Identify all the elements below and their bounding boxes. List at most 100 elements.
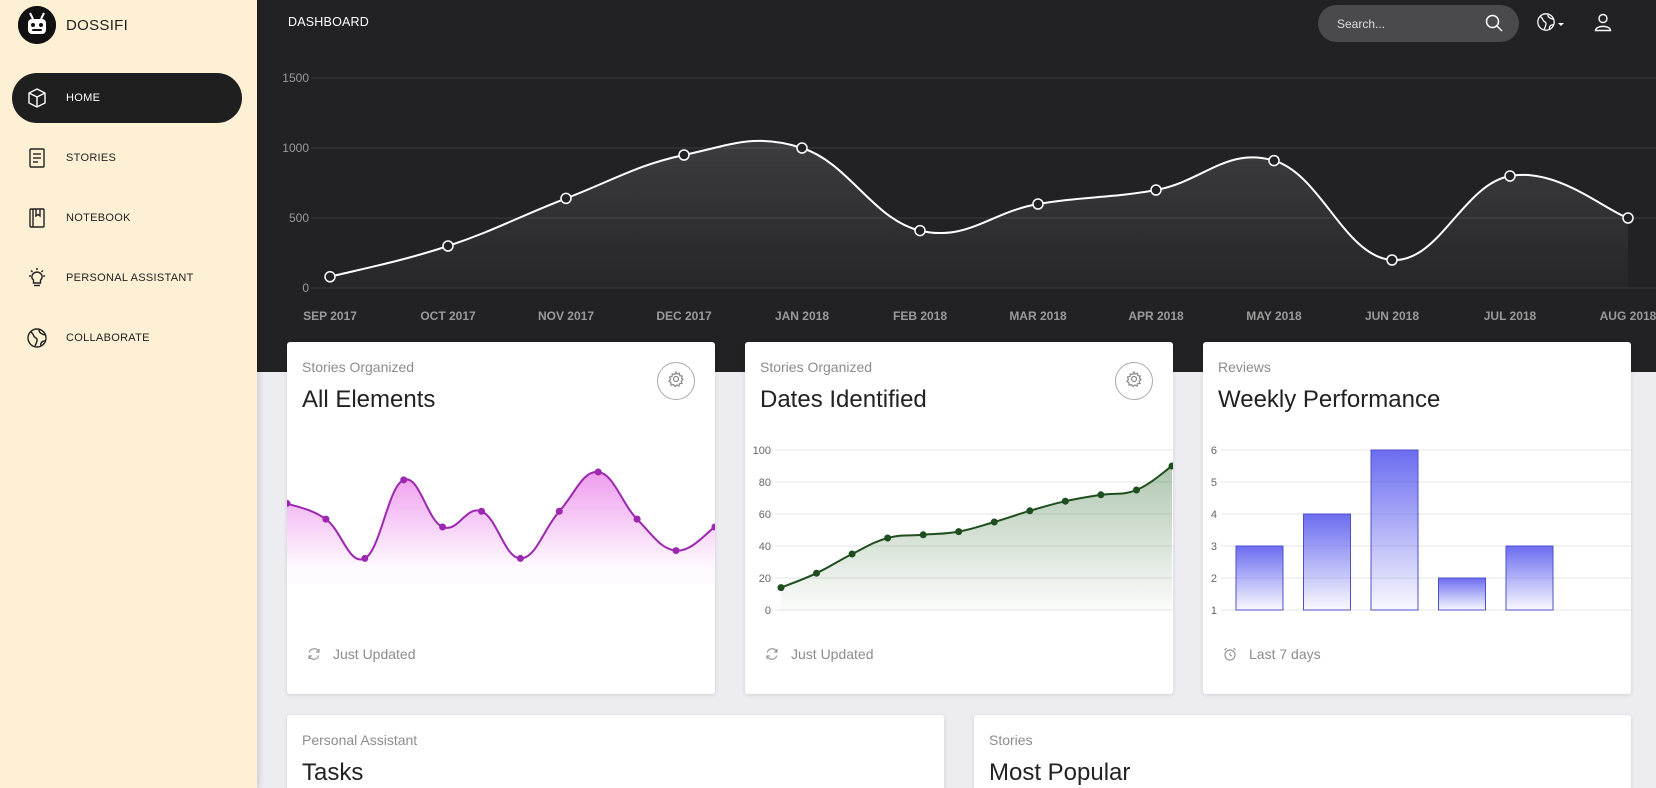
- y-tick-label: 500: [289, 211, 309, 225]
- card-footer: Just Updated: [307, 646, 416, 662]
- x-tick-label: DEC 2017: [656, 309, 712, 323]
- user-account-button[interactable]: [1593, 12, 1613, 37]
- all-elements-card: Stories Organized All Elements Just Upda…: [287, 342, 715, 694]
- card-footer: Last 7 days: [1223, 646, 1321, 662]
- x-tick-label: JUN 2018: [1365, 309, 1419, 323]
- data-point: [1026, 507, 1034, 515]
- sidebar-item-collaborate[interactable]: COLLABORATE: [12, 313, 242, 363]
- card-footer: Just Updated: [765, 646, 874, 662]
- data-point: [711, 523, 715, 531]
- card-title: Tasks: [302, 759, 364, 786]
- gear-icon: [1126, 370, 1142, 392]
- dates-identified-card: 0 20 40 60 80 100 Stories Organized Dates Ide…: [745, 342, 1173, 694]
- brand[interactable]: DOSSIFI: [18, 4, 128, 46]
- y-tick-label: 1000: [282, 141, 309, 155]
- data-point: [442, 240, 454, 252]
- data-point: [361, 554, 369, 562]
- x-tick-label: JAN 2018: [775, 309, 829, 323]
- user-icon: [1593, 13, 1613, 36]
- bar: [1303, 513, 1351, 611]
- data-point: [919, 531, 927, 539]
- y-tick-label: 60: [759, 509, 771, 521]
- bar: [1370, 449, 1419, 611]
- language-dropdown[interactable]: [1536, 12, 1566, 37]
- gear-icon: [668, 370, 684, 392]
- data-point: [478, 507, 485, 515]
- data-point: [796, 142, 808, 154]
- y-tick-label: 20: [759, 573, 771, 585]
- bar: [1505, 545, 1554, 611]
- data-point: [1032, 198, 1044, 210]
- globe-icon: [1536, 12, 1556, 37]
- sidebar-item-personal-assistant[interactable]: PERSONAL ASSISTANT: [12, 253, 242, 303]
- refresh-icon: [307, 646, 323, 662]
- data-point: [678, 149, 690, 161]
- data-point: [594, 468, 602, 476]
- data-point: [560, 192, 572, 205]
- series-line: [329, 139, 1629, 278]
- dashboard-hero: 0 500 1000 1500 SEP 2017 OCT 2017 NOV 2017 DEC …: [257, 0, 1656, 372]
- card-settings-button[interactable]: [657, 362, 695, 400]
- sidebar-item-notebook[interactable]: NOTEBOOK: [12, 193, 242, 243]
- footer-label: Last 7 days: [1249, 646, 1321, 662]
- data-point: [1061, 497, 1069, 505]
- globe-icon: [24, 325, 50, 351]
- cube-icon: [24, 85, 50, 111]
- series-area: [287, 471, 715, 584]
- sidebar-item-stories[interactable]: STORIES: [12, 133, 242, 183]
- y-tick-label: 2: [1211, 573, 1217, 585]
- search-input[interactable]: [1337, 16, 1477, 31]
- caret-down-icon: [1556, 16, 1566, 34]
- y-tick-label: 3: [1211, 541, 1217, 553]
- card-category: Personal Assistant: [302, 732, 418, 748]
- dates-identified-chart: 0 20 40 60 80 100: [753, 445, 1173, 617]
- document-icon: [24, 145, 50, 171]
- y-tick-label: 0: [765, 605, 771, 617]
- data-point: [1150, 184, 1162, 196]
- sidebar-item-label: PERSONAL ASSISTANT: [66, 272, 194, 284]
- series-area: [781, 466, 1172, 610]
- most-popular-card: Stories Most Popular: [974, 715, 1631, 788]
- data-point: [990, 518, 998, 526]
- footer-label: Just Updated: [791, 646, 874, 662]
- card-category: Stories Organized: [302, 359, 415, 375]
- card-settings-button[interactable]: [1115, 362, 1153, 400]
- y-tick-label: 5: [1211, 477, 1217, 489]
- data-point: [914, 224, 926, 237]
- card-title: Dates Identified: [760, 386, 927, 413]
- data-point: [322, 515, 330, 523]
- sidebar-item-label: NOTEBOOK: [66, 212, 131, 224]
- data-point: [672, 547, 680, 555]
- all-elements-chart: [287, 468, 715, 584]
- weekly-performance-card: 1 2 3 4 5 6 Reviews Weekly Performance Last 7…: [1203, 342, 1631, 694]
- sidebar-item-label: STORIES: [66, 152, 117, 164]
- x-tick-label: MAY 2018: [1246, 309, 1302, 323]
- data-point: [555, 507, 563, 515]
- tasks-card: Personal Assistant Tasks: [287, 715, 944, 788]
- page-title: DASHBOARD: [288, 15, 369, 29]
- search-box[interactable]: [1318, 5, 1519, 42]
- alarm-clock-icon: [1223, 646, 1239, 662]
- data-point: [400, 476, 408, 484]
- card-title: All Elements: [302, 386, 436, 413]
- sidebar-item-label: HOME: [66, 92, 101, 104]
- y-tick-label: 100: [753, 445, 771, 457]
- series-area: [330, 140, 1628, 288]
- card-category: Stories Organized: [760, 359, 873, 375]
- y-tick-label: 6: [1211, 445, 1217, 457]
- y-tick-label: 40: [759, 541, 771, 553]
- search-icon[interactable]: [1485, 14, 1503, 37]
- robot-logo-icon: [18, 6, 56, 44]
- brand-name: DOSSIFI: [66, 16, 129, 34]
- bar: [1438, 577, 1486, 611]
- card-title: Most Popular: [989, 759, 1131, 786]
- sidebar: DOSSIFI HOME STORIES NOTEBOOK PERSONAL A…: [0, 0, 257, 788]
- sidebar-item-home[interactable]: HOME: [12, 73, 242, 123]
- x-tick-label: MAR 2018: [1009, 309, 1067, 323]
- card-category: Stories: [989, 732, 1033, 748]
- data-point: [633, 515, 641, 523]
- x-tick-label: AUG 2018: [1600, 309, 1656, 323]
- data-point: [439, 523, 447, 531]
- x-tick-label: APR 2018: [1128, 309, 1184, 323]
- hero-line-chart: 0 500 1000 1500 SEP 2017 OCT 2017 NOV 2017 DEC …: [282, 71, 1656, 323]
